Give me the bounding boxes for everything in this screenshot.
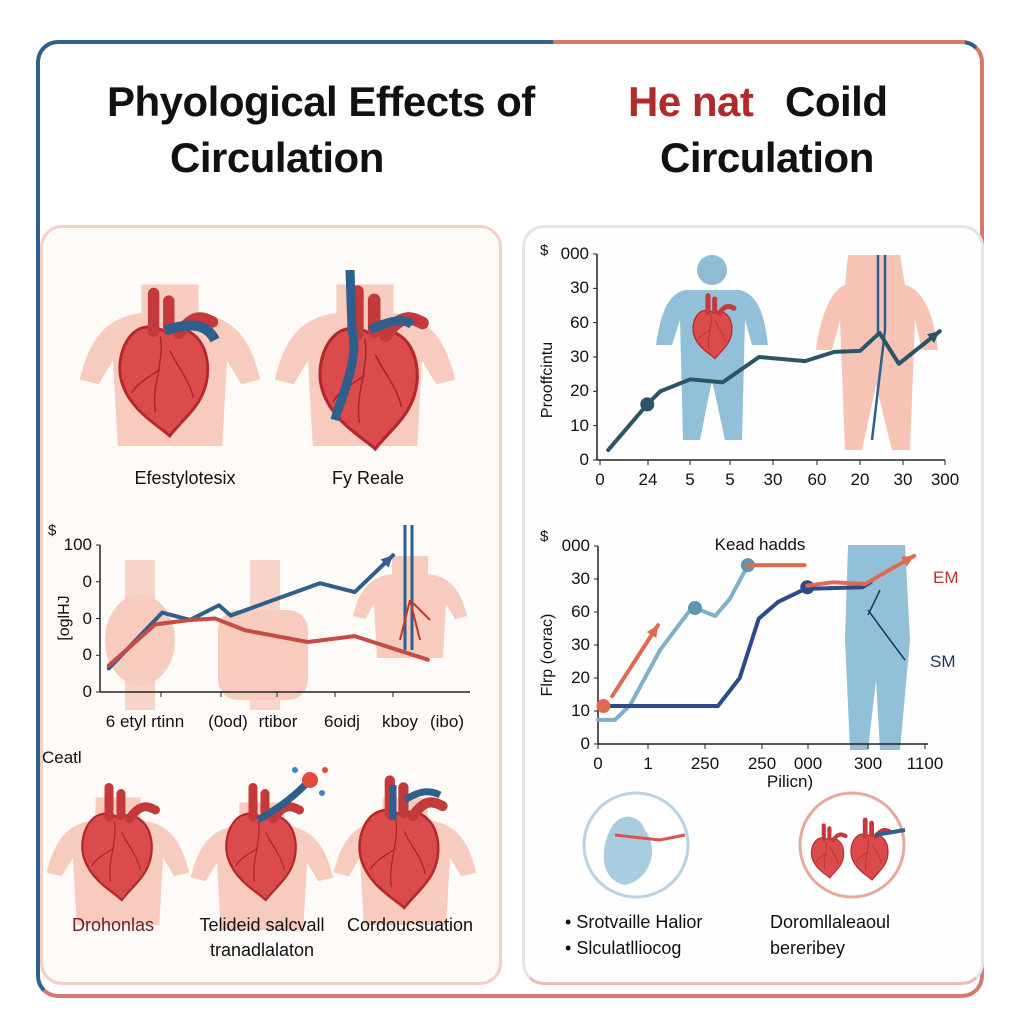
x-tick-label: kboy xyxy=(382,712,418,731)
title-right-line2: Circulation xyxy=(660,134,874,181)
data-point xyxy=(688,601,703,616)
y-tick-label: 30 xyxy=(571,569,590,588)
x-tick-label: 20 xyxy=(850,470,870,489)
y-tick-label: 10 xyxy=(570,415,589,435)
y-tick-label: 60 xyxy=(571,602,590,621)
bullet-2-text: Slculatlliocog xyxy=(576,938,682,958)
x-tick-label: 6 etyl rtinn xyxy=(105,712,185,731)
y-tick-label: 20 xyxy=(571,668,590,687)
series-arrowhead xyxy=(927,331,940,343)
x-tick-label: 30 xyxy=(763,470,783,489)
x-tick-label: (ibo) xyxy=(429,712,465,731)
y-axis-label: Prooffcintu xyxy=(539,341,556,419)
series-line xyxy=(601,580,873,709)
series-line xyxy=(805,553,917,588)
x-tick-label: 5 xyxy=(685,470,695,489)
x-tick-label: 6oidj xyxy=(324,712,360,731)
title-left-line2: Circulation xyxy=(170,134,384,181)
section-label: Ceatl xyxy=(42,748,82,767)
heart-label-1: Efestylotesix xyxy=(134,468,236,488)
circle-icon-left xyxy=(582,791,690,899)
series-line xyxy=(606,329,942,453)
x-tick-label: 300 xyxy=(853,754,883,773)
y-tick-label: 0 xyxy=(82,608,92,628)
right-chart-bodies xyxy=(656,255,938,750)
x-tick-label: rtibor xyxy=(258,712,298,731)
series-line xyxy=(106,553,395,671)
right-text-2: bereribey xyxy=(770,938,846,958)
x-tick-label: 5 xyxy=(725,470,735,489)
bottom-heart-label-1: Drohonlas xyxy=(71,915,155,935)
title-right-line1: Coild xyxy=(785,78,888,125)
bullet-1-text: Srotvaille Halior xyxy=(576,912,703,932)
y-tick-label: 0 xyxy=(82,571,92,591)
y-tick-label: 30 xyxy=(570,347,589,366)
x-tick-label: 1100 xyxy=(906,754,944,773)
y-tick-label: 30 xyxy=(570,278,589,298)
x-tick-label: (0od) xyxy=(208,712,248,731)
y-tick-label: 60 xyxy=(570,312,589,332)
heart-splash-illustration xyxy=(190,767,334,930)
x-tick-label: 1 xyxy=(643,754,653,773)
y-tick-label: 000 xyxy=(560,244,589,263)
title-left-line1: Phyological Effects of xyxy=(107,78,535,125)
x-axis-label: Pilicn) xyxy=(766,772,814,791)
y-tick-label: 100 xyxy=(63,535,92,554)
x-tick-label: 300 xyxy=(930,470,960,489)
y-axis-label: [oglHJ xyxy=(56,595,73,641)
y-tick-label: 0 xyxy=(580,734,590,753)
circle-icon-right xyxy=(798,791,906,899)
y-tick-label: 10 xyxy=(571,701,590,720)
x-tick-label: 30 xyxy=(893,470,913,489)
bottom-heart-label-2: Telideid salcvall xyxy=(199,915,325,935)
y-tick-label: 0 xyxy=(82,645,92,665)
y-unit-symbol: $ xyxy=(540,528,549,545)
y-tick-label: 0 xyxy=(579,450,589,469)
y-tick-label: 000 xyxy=(561,536,590,555)
heart-illustration-3 xyxy=(46,788,190,925)
x-tick-label: 24 xyxy=(638,470,658,489)
x-tick-label: 000 xyxy=(793,754,823,773)
data-point xyxy=(596,699,611,714)
series-arrowhead xyxy=(901,555,915,567)
y-tick-label: 20 xyxy=(570,381,589,401)
x-tick-label: 0 xyxy=(595,470,605,489)
bullet-2: • Slculatlliocog xyxy=(565,938,682,958)
x-tick-label: 0 xyxy=(593,754,603,773)
data-point xyxy=(640,397,655,412)
heart-illustration-4 xyxy=(333,781,477,925)
heart-illustration-2 xyxy=(274,269,456,449)
y-unit-symbol: $ xyxy=(540,242,549,259)
x-tick-label: 250 xyxy=(690,754,720,773)
bottom-heart-label-2b: tranadlalaton xyxy=(209,940,315,960)
right-text-1: Doromllaleaoul xyxy=(770,912,891,932)
series-line xyxy=(610,623,660,699)
title-red-word: He nat xyxy=(628,78,754,125)
bullet-1: • Srotvaille Halior xyxy=(565,912,703,932)
bottom-heart-label-3: Cordoucsuation xyxy=(346,915,474,935)
y-unit-symbol: $ xyxy=(48,522,57,539)
heart-label-2: Fy Reale xyxy=(331,468,405,488)
series-arrowhead xyxy=(646,625,658,639)
chart-title: Kead hadds xyxy=(714,535,806,554)
x-tick-label: 60 xyxy=(807,470,827,489)
y-axis-label: Flrp (oorac) xyxy=(539,613,556,697)
x-tick-label: 250 xyxy=(747,754,777,773)
series-arrowhead xyxy=(380,555,393,568)
series-line xyxy=(106,616,430,668)
y-tick-label: 30 xyxy=(571,635,590,654)
y-tick-label: 0 xyxy=(82,682,92,701)
annotation-label: EM xyxy=(933,568,959,587)
heart-body-illustration-1 xyxy=(79,284,261,446)
frame-top-accent xyxy=(553,40,965,44)
annotation-label: SM xyxy=(930,652,956,671)
